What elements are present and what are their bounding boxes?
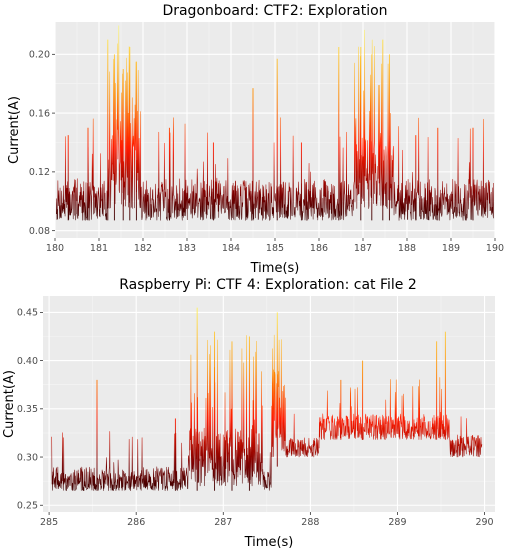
x-tick-label: 182 [134, 243, 152, 254]
y-tick-label: 0.08 [29, 226, 50, 237]
x-tick-label: 189 [442, 243, 460, 254]
chart-title-raspberry-pi: Raspberry Pi: CTF 4: Exploration: cat Fi… [119, 277, 417, 293]
y-axis-title-raspberry-pi: Current(A) [2, 370, 17, 438]
x-ticks-dragonboard: 180 181 182 183 184 185 186 187 188 189 190 [46, 238, 504, 254]
y-ticks-raspberry-pi: 0.25 0.30 0.35 0.40 0.45 [17, 308, 43, 512]
x-tick-label: 290 [475, 517, 493, 528]
x-tick-label: 287 [214, 517, 232, 528]
y-tick-label: 0.20 [29, 50, 50, 61]
x-tick-label: 187 [354, 243, 372, 254]
x-tick-label: 289 [388, 517, 406, 528]
y-tick-label: 0.45 [17, 308, 38, 319]
y-tick-label: 0.16 [29, 108, 50, 119]
y-tick-label: 0.25 [17, 501, 38, 512]
y-tick-label: 0.40 [17, 356, 38, 367]
x-axis-title-raspberry-pi: Time(s) [244, 535, 294, 550]
x-tick-label: 181 [90, 243, 108, 254]
x-tick-label: 285 [40, 517, 58, 528]
x-tick-label: 286 [127, 517, 145, 528]
y-axis-title-dragonboard: Current(A) [7, 96, 22, 164]
current-trace-dragonboard [56, 25, 494, 221]
y-tick-label: 0.35 [17, 404, 38, 415]
series-dragonboard [56, 25, 494, 221]
x-tick-label: 190 [486, 243, 504, 254]
x-tick-label: 186 [310, 243, 328, 254]
x-tick-label: 185 [266, 243, 284, 254]
x-tick-label: 184 [222, 243, 240, 254]
panel-dragonboard: Dragonboard: CTF2: Exploration 0.080.120… [7, 3, 504, 276]
y-tick-label: 0.30 [17, 452, 38, 463]
y-tick-label: 0.12 [29, 167, 50, 178]
series-raspberry-pi [51, 307, 483, 492]
x-ticks-raspberry-pi: 285 286 287 288 289 290 [40, 512, 494, 528]
x-tick-label: 183 [178, 243, 196, 254]
panel-raspberry-pi: Raspberry Pi: CTF 4: Exploration: cat Fi… [2, 277, 495, 550]
x-tick-label: 188 [398, 243, 416, 254]
chart-title-dragonboard: Dragonboard: CTF2: Exploration [162, 3, 387, 19]
x-axis-title-dragonboard: Time(s) [250, 261, 300, 276]
x-tick-label: 180 [46, 243, 64, 254]
y-ticks-dragonboard: 0.08 0.12 0.16 0.20 [29, 50, 55, 237]
current-trace-raspberry-pi [51, 334, 483, 492]
x-tick-label: 288 [301, 517, 319, 528]
